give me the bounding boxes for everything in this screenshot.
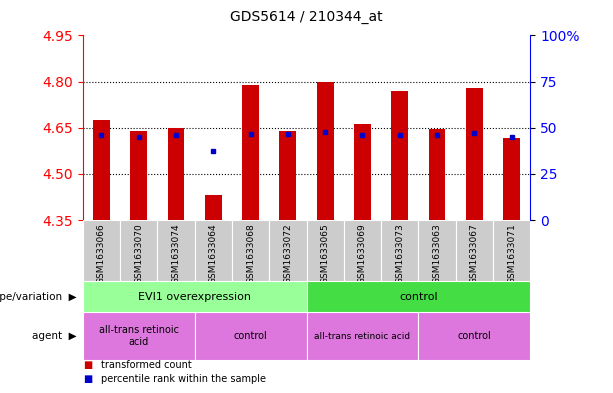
Text: control: control (234, 331, 267, 341)
Bar (344, 220, 381, 281)
Text: ■: ■ (83, 360, 92, 371)
Bar (306, 220, 344, 281)
Bar (269, 220, 306, 281)
Bar (242, 84, 259, 220)
Bar (232, 220, 269, 281)
Bar (120, 220, 158, 281)
Text: GDS5614 / 210344_at: GDS5614 / 210344_at (230, 10, 383, 24)
Bar (391, 91, 408, 220)
Text: genotype/variation  ▶: genotype/variation ▶ (0, 292, 77, 302)
Bar (428, 129, 446, 220)
Bar (466, 88, 482, 220)
Bar (381, 220, 418, 281)
Bar (195, 220, 232, 281)
Bar (493, 220, 530, 281)
Text: percentile rank within the sample: percentile rank within the sample (101, 374, 266, 384)
Bar (83, 281, 306, 312)
Text: GSM1633064: GSM1633064 (209, 223, 218, 284)
Bar (418, 312, 530, 360)
Text: GSM1633071: GSM1633071 (507, 223, 516, 284)
Bar (354, 124, 371, 220)
Text: agent  ▶: agent ▶ (32, 331, 77, 341)
Text: GSM1633067: GSM1633067 (470, 223, 479, 284)
Text: all-trans retinoic
acid: all-trans retinoic acid (99, 325, 179, 347)
Bar (93, 120, 110, 220)
Text: EVI1 overexpression: EVI1 overexpression (138, 292, 251, 302)
Text: GSM1633063: GSM1633063 (433, 223, 441, 284)
Text: GSM1633066: GSM1633066 (97, 223, 106, 284)
Bar (317, 82, 333, 220)
Bar (167, 128, 185, 220)
Text: GSM1633069: GSM1633069 (358, 223, 367, 284)
Text: GSM1633068: GSM1633068 (246, 223, 255, 284)
Bar (306, 312, 418, 360)
Text: GSM1633073: GSM1633073 (395, 223, 404, 284)
Bar (195, 312, 306, 360)
Text: control: control (399, 292, 438, 302)
Bar (205, 195, 222, 220)
Bar (131, 131, 147, 220)
Text: GSM1633072: GSM1633072 (283, 223, 292, 284)
Bar (83, 220, 120, 281)
Bar (503, 138, 520, 220)
Bar (455, 220, 493, 281)
Text: transformed count: transformed count (101, 360, 192, 371)
Text: GSM1633074: GSM1633074 (172, 223, 180, 284)
Bar (418, 220, 455, 281)
Text: GSM1633065: GSM1633065 (321, 223, 330, 284)
Text: all-trans retinoic acid: all-trans retinoic acid (314, 332, 411, 340)
Text: GSM1633070: GSM1633070 (134, 223, 143, 284)
Bar (306, 281, 530, 312)
Text: ■: ■ (83, 374, 92, 384)
Text: control: control (457, 331, 491, 341)
Bar (83, 312, 195, 360)
Bar (158, 220, 195, 281)
Bar (280, 131, 296, 220)
